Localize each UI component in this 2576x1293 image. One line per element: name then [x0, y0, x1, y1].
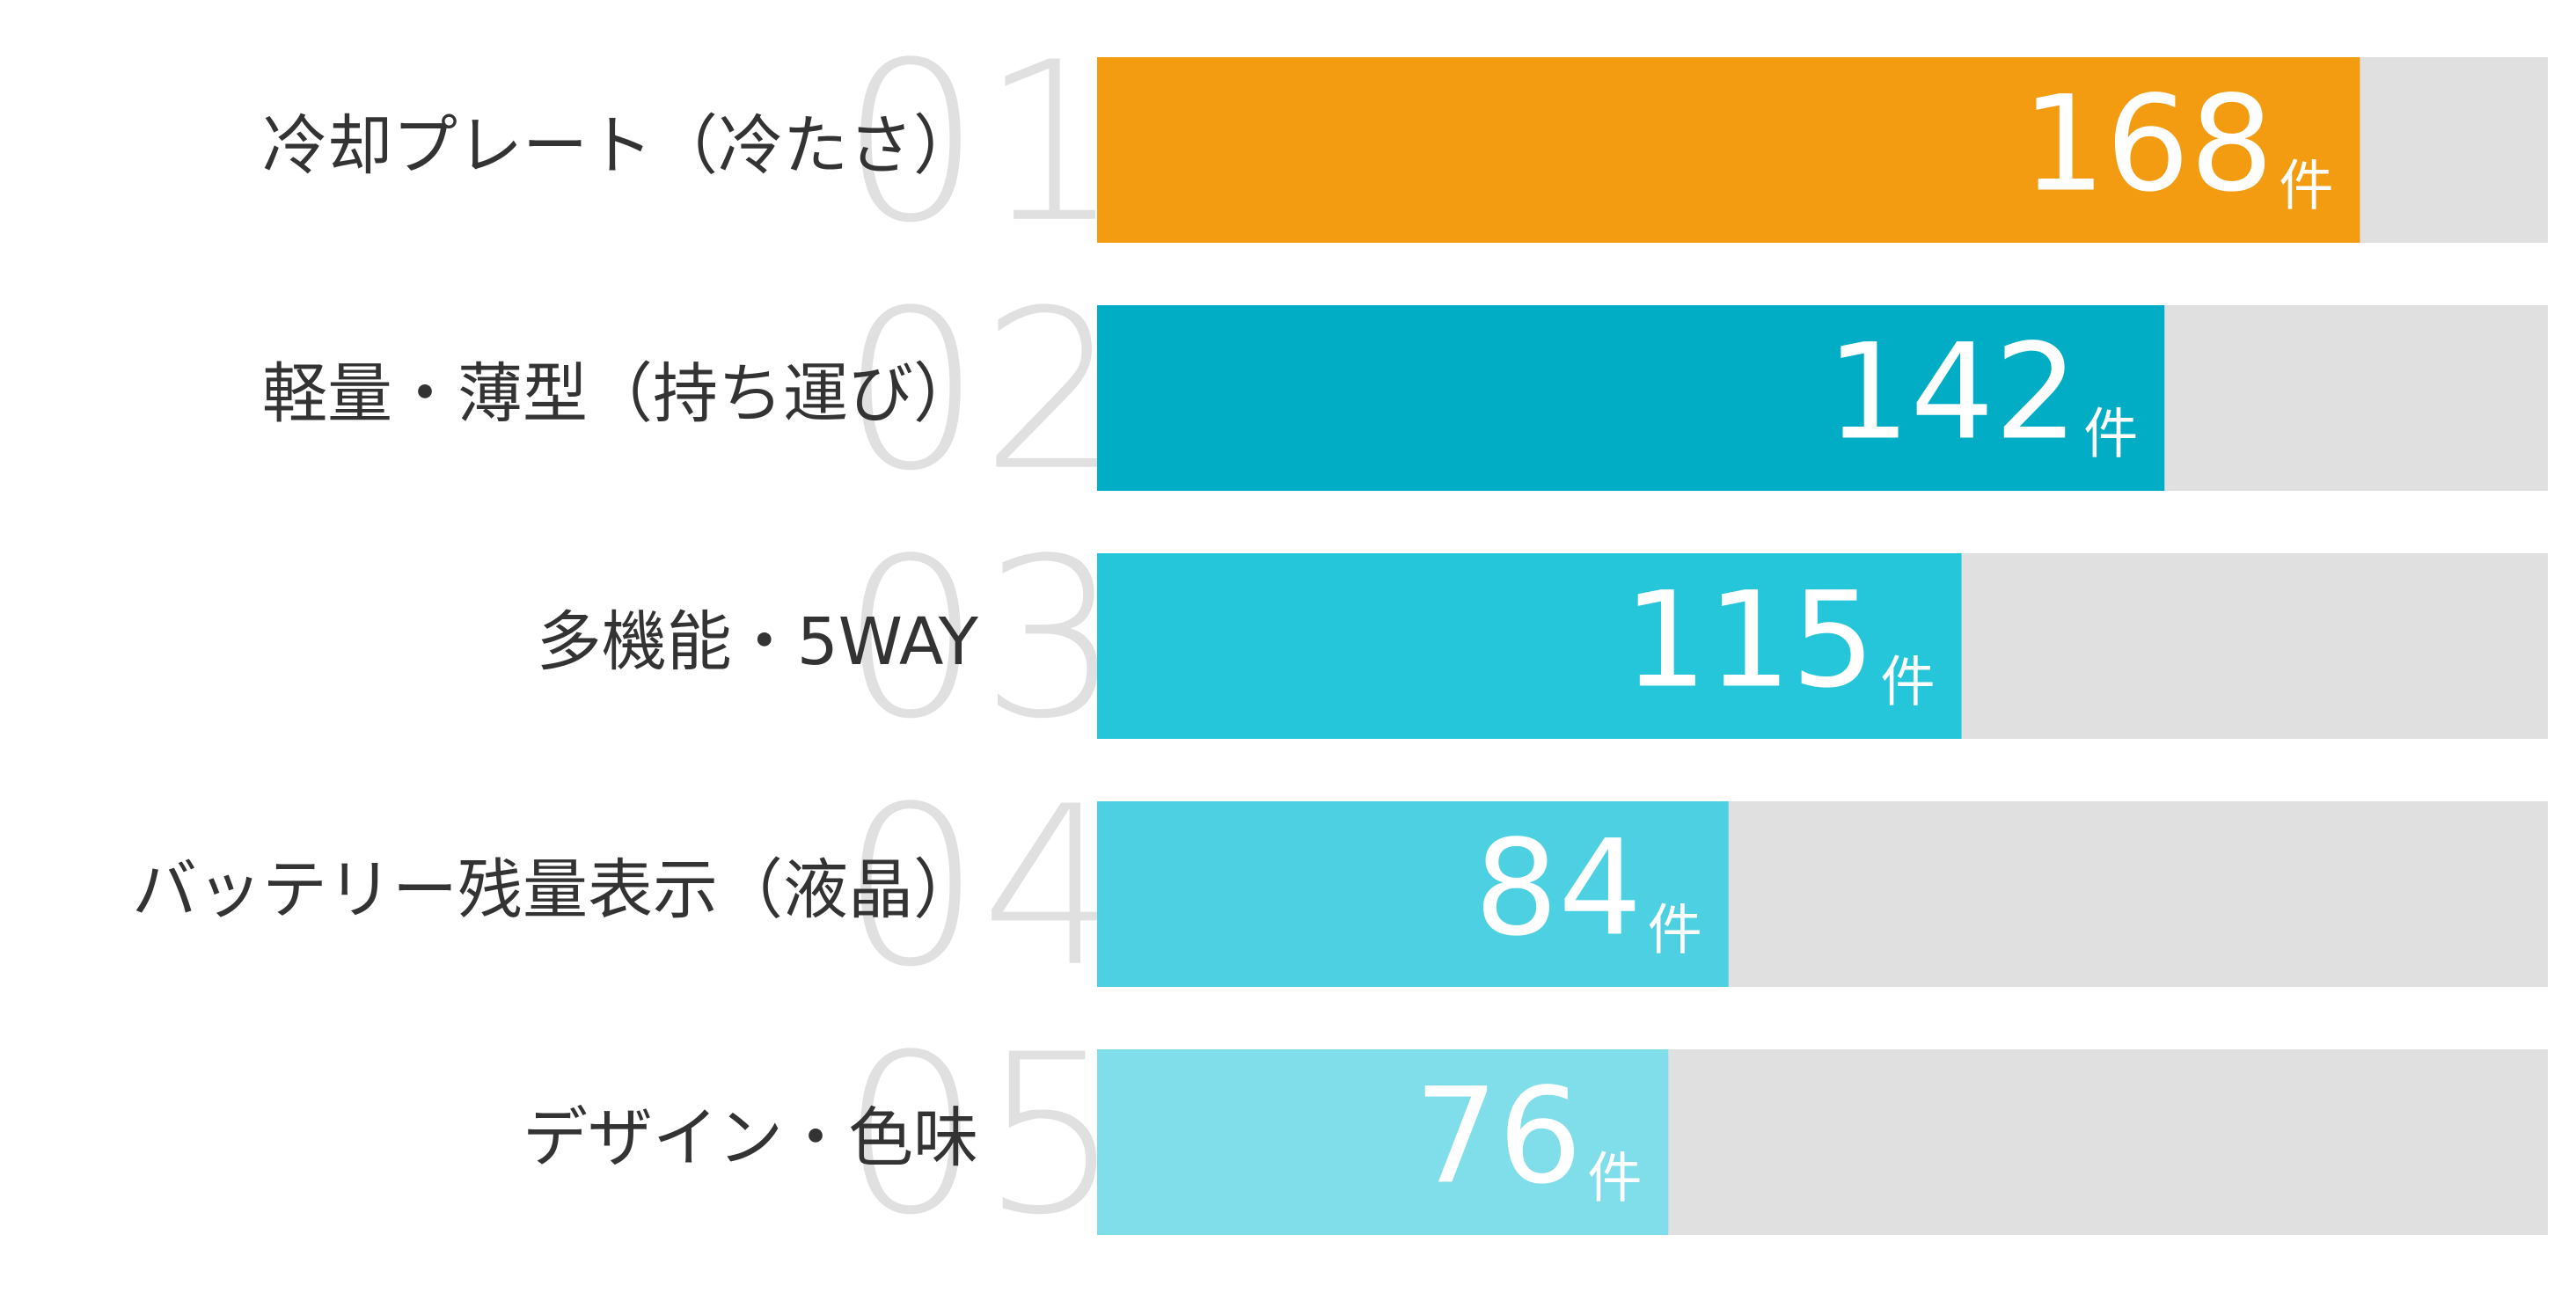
- bar: [1097, 1049, 1669, 1235]
- value-unit: 件: [2279, 154, 2333, 218]
- category-label: バッテリー残量表示（液晶）: [132, 852, 978, 928]
- rank-number: 05: [841, 1007, 1121, 1263]
- category-label: デザイン・色味: [523, 1100, 978, 1176]
- value-label: 142: [1826, 317, 2078, 470]
- bar: [1097, 801, 1729, 987]
- value-unit: 件: [1881, 650, 1936, 714]
- value-unit: 件: [1648, 898, 1702, 962]
- rank-number: 01: [841, 15, 1121, 271]
- bar: [1097, 57, 2360, 243]
- value-unit: 件: [1587, 1146, 1642, 1210]
- value-label: 76: [1414, 1061, 1582, 1214]
- bar: [1097, 553, 1962, 739]
- value-label: 115: [1623, 565, 1875, 718]
- category-label: 軽量・薄型（持ち運び）: [262, 356, 978, 432]
- category-label: 多機能・5WAY: [537, 604, 979, 680]
- bar: [1097, 305, 2165, 491]
- value-label: 84: [1475, 813, 1643, 966]
- rank-number: 03: [841, 511, 1121, 767]
- value-label: 168: [2022, 69, 2273, 222]
- rank-number: 04: [841, 759, 1121, 1015]
- rank-number: 02: [841, 263, 1121, 519]
- category-label: 冷却プレート（冷たさ）: [262, 108, 978, 184]
- value-unit: 件: [2083, 402, 2138, 466]
